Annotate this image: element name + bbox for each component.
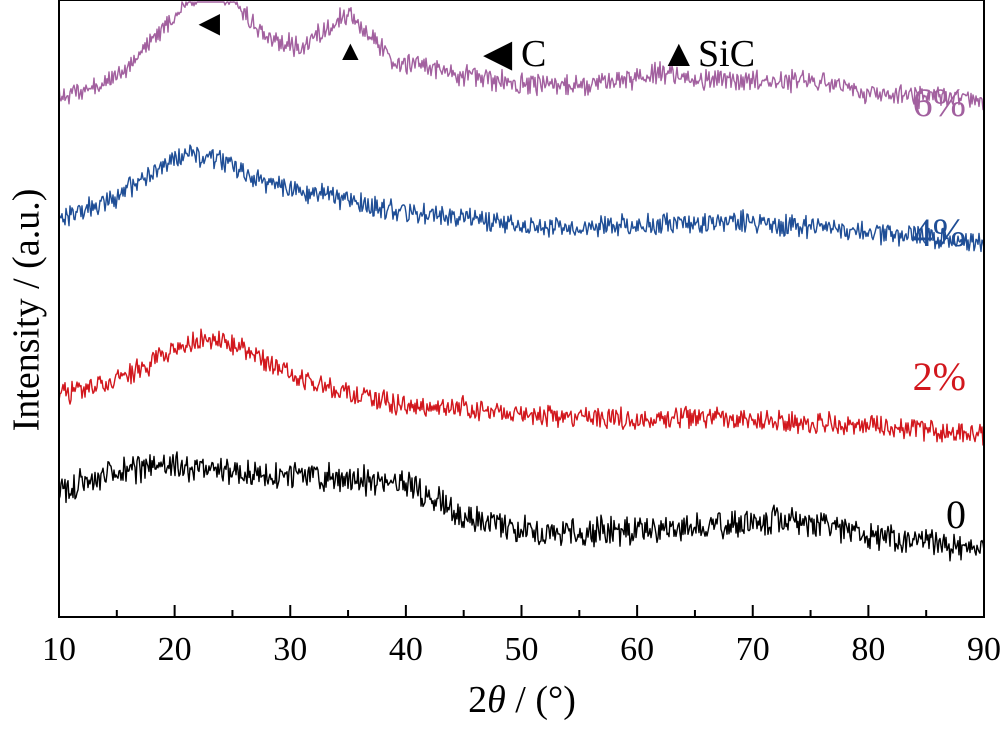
series-labels: 6% 4% 2% 0 <box>913 80 966 537</box>
series-line-4pct <box>58 144 985 253</box>
legend-symbol-sic: ▲ <box>660 33 698 75</box>
series-line-2pct <box>58 328 985 446</box>
x-axis-title-prefix: 2 <box>468 679 487 721</box>
peak-markers: ◀▲ <box>199 8 365 67</box>
legend-symbol-c: ◀ <box>483 33 513 75</box>
y-axis-title: Intensity / (a.u.) <box>6 189 48 432</box>
x-tick-label: 50 <box>505 631 539 668</box>
series-label-2pct: 2% <box>913 354 966 399</box>
legend-label-c: C <box>521 33 546 75</box>
peak-marker-c: ◀ <box>199 8 221 39</box>
series-layer <box>58 1 985 562</box>
x-tick-label: 30 <box>273 631 307 668</box>
legend-label-sic: SiC <box>698 33 755 75</box>
x-tick-label: 20 <box>158 631 192 668</box>
peak-marker-sic: ▲ <box>337 36 365 67</box>
x-axis-title: 2θ / (°) <box>468 679 576 721</box>
x-tick-label: 90 <box>967 631 1000 668</box>
x-tick-label: 40 <box>389 631 423 668</box>
x-axis-title-suffix: / (°) <box>506 679 576 721</box>
x-tick-label: 10 <box>42 631 76 668</box>
series-label-0pct: 0 <box>946 492 966 537</box>
series-line-0pct <box>58 451 985 562</box>
series-label-4pct: 4% <box>913 210 966 255</box>
x-ticks: 10 20 30 40 50 60 70 80 90 <box>42 605 1000 668</box>
x-tick-label: 60 <box>620 631 654 668</box>
x-tick-label: 70 <box>736 631 770 668</box>
series-line-6pct <box>58 1 985 111</box>
x-tick-label: 80 <box>851 631 885 668</box>
series-label-6pct: 6% <box>913 80 966 125</box>
legend: ◀ C ▲ SiC <box>483 33 755 75</box>
x-axis-title-theta: θ <box>487 679 506 721</box>
